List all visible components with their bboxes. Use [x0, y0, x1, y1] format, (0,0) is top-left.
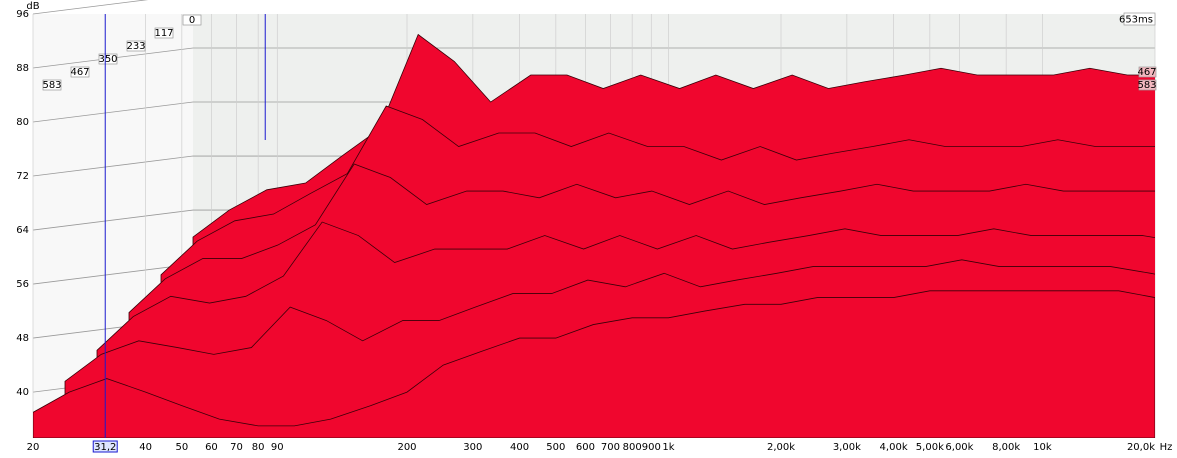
x-tick-label: 60 — [205, 442, 218, 453]
x-tick-label: 700 — [601, 442, 620, 453]
y-axis-label: dB — [26, 1, 39, 12]
x-tick-label: 4,00k — [880, 442, 908, 453]
time-label-box — [42, 79, 62, 91]
slice-area — [33, 290, 1155, 438]
x-tick-label: 300 — [463, 442, 482, 453]
x-tick-label: 200 — [397, 442, 416, 453]
grid-line — [32, 0, 149, 15]
x-tick-label: 1k — [662, 442, 674, 453]
x-tick-label: 5,00k — [916, 442, 944, 453]
grid-line — [32, 47, 1155, 69]
y-tick-label: 48 — [16, 333, 29, 344]
time-label-box — [126, 40, 146, 52]
time-label-box — [182, 14, 202, 26]
time-label-right: 467 — [1137, 67, 1156, 78]
time-label: 467 — [70, 67, 89, 78]
cursor-label-box — [92, 440, 118, 453]
y-tick-label: 96 — [16, 9, 29, 20]
time-label: 350 — [98, 54, 117, 65]
y-tick-label: 72 — [16, 171, 29, 182]
x-tick-label: 2,00k — [767, 442, 795, 453]
x-tick-label: 70 — [230, 442, 243, 453]
x-tick-label: 900 — [642, 442, 661, 453]
x-tick-label: 600 — [576, 442, 595, 453]
time-label: 233 — [126, 41, 145, 52]
x-tick-label: 3,00k — [833, 442, 861, 453]
x-tick-label: 50 — [175, 442, 188, 453]
x-tick-label: 80 — [252, 442, 265, 453]
time-label: 583 — [42, 80, 61, 91]
x-tick-label: 40 — [139, 442, 152, 453]
x-tick-label: 20,0k — [1127, 442, 1155, 453]
x-tick-label: 8,00k — [992, 442, 1020, 453]
window-box — [1123, 12, 1156, 26]
time-label-box-right — [1138, 79, 1157, 91]
y-tick-label: 80 — [16, 117, 29, 128]
time-label-right: 583 — [1137, 80, 1156, 91]
x-tick-label: 6,00k — [945, 442, 973, 453]
x-tick-label: 90 — [271, 442, 284, 453]
y-tick-label: 40 — [16, 387, 29, 398]
time-label: 117 — [154, 28, 173, 39]
cursor-label: 31,2 — [94, 442, 116, 453]
x-tick-label: 20 — [27, 442, 40, 453]
x-tick-label: 500 — [546, 442, 565, 453]
y-tick-label: 64 — [16, 225, 29, 236]
y-tick-label: 88 — [16, 63, 29, 74]
time-label-box-right — [1138, 66, 1157, 78]
time-label-box — [70, 66, 90, 78]
window-label: 653ms — [1119, 15, 1153, 26]
x-tick-label: 800 — [623, 442, 642, 453]
time-label-box — [154, 27, 174, 39]
y-tick-label: 56 — [16, 279, 29, 290]
x-tick-label: 10k — [1033, 442, 1052, 453]
x-unit: Hz — [1160, 442, 1173, 453]
x-tick-label: 400 — [510, 442, 529, 453]
time-label: 0 — [189, 15, 195, 26]
time-label-box — [98, 53, 118, 65]
